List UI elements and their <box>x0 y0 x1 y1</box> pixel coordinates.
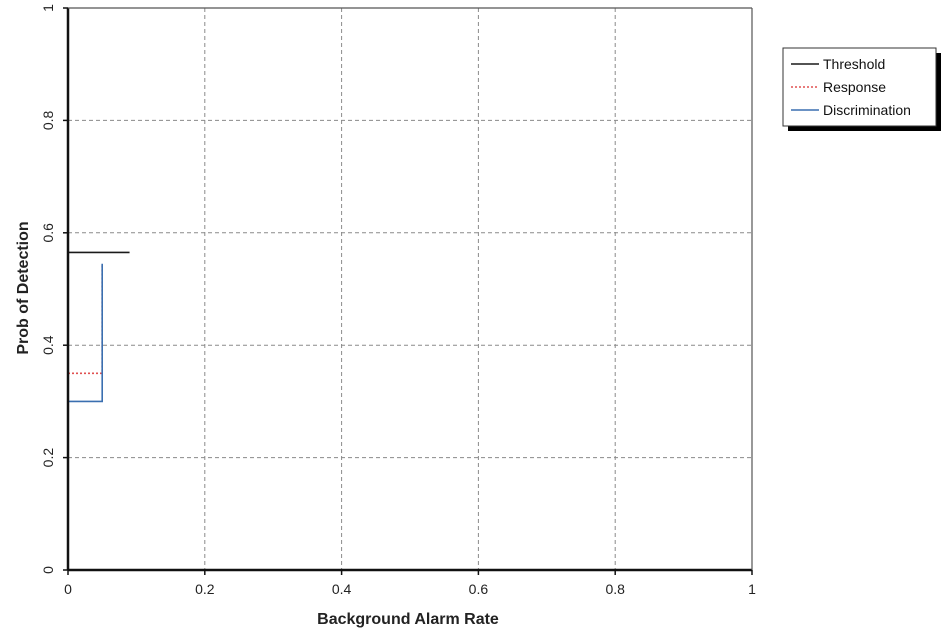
grid-lines <box>68 7 753 570</box>
legend: Threshold Response Discrimination <box>782 47 941 131</box>
series-lines <box>68 251 130 403</box>
y-tick-label-5: 1 <box>40 4 56 12</box>
y-tick-label-0: 0 <box>40 566 56 574</box>
legend-label-response: Response <box>823 79 886 95</box>
series-line-discrimination <box>68 263 103 403</box>
x-tick-label-4: 0.8 <box>605 581 625 597</box>
x-tick-label-3: 0.6 <box>469 581 489 597</box>
series-line-response <box>68 263 103 375</box>
x-axis-title: Background Alarm Rate <box>317 611 499 628</box>
y-axis-title: Prob of Detection <box>15 221 32 354</box>
axes <box>63 7 753 575</box>
legend-label-threshold: Threshold <box>823 56 885 72</box>
x-tick-label-5: 1 <box>748 581 756 597</box>
y-tick-label-3: 0.6 <box>40 223 56 243</box>
y-tick-label-1: 0.2 <box>40 448 56 468</box>
x-tick-label-2: 0.4 <box>332 581 352 597</box>
legend-label-discrimination: Discrimination <box>823 102 911 118</box>
y-tick-label-4: 0.8 <box>40 110 56 130</box>
x-tick-label-1: 0.2 <box>195 581 215 597</box>
y-tick-label-2: 0.4 <box>40 335 56 355</box>
tick-labels: 0 0.2 0.4 0.6 0.8 1 0 0.2 0.4 0.6 0.8 1 <box>40 4 756 597</box>
x-tick-label-0: 0 <box>64 581 72 597</box>
